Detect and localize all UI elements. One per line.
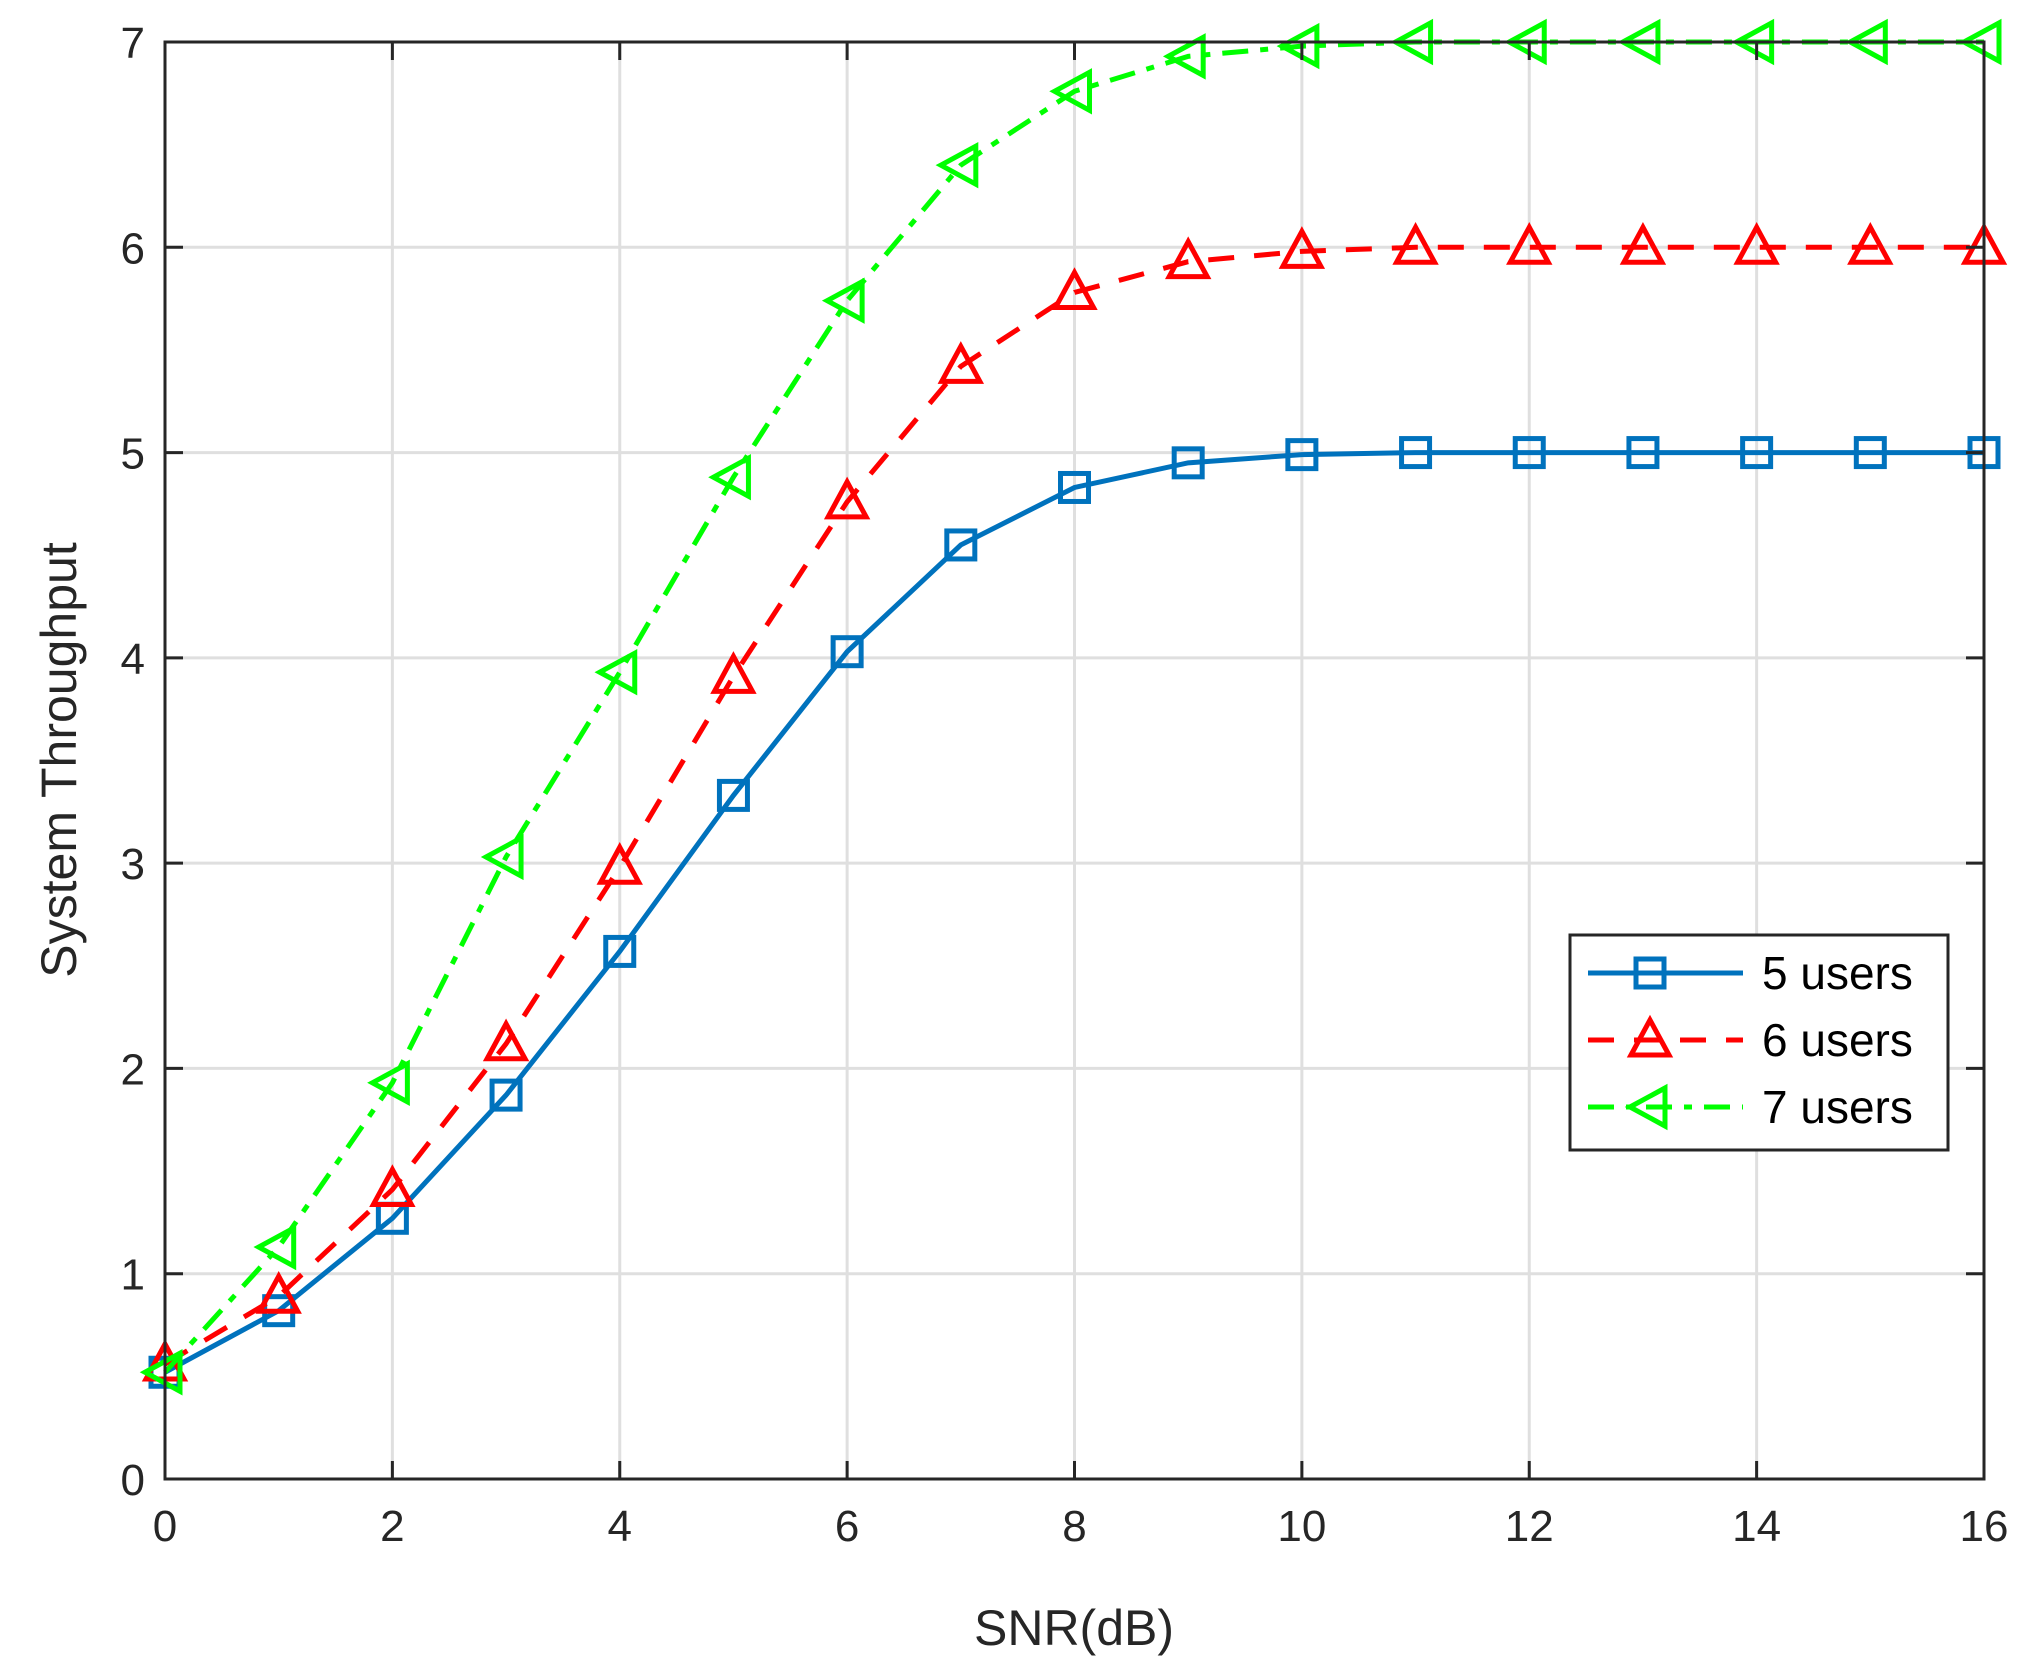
series-line (163, 244, 1984, 1367)
data-point (830, 635, 864, 669)
data-point (1058, 470, 1091, 504)
data-point (1740, 436, 1774, 470)
x-tick-label: 16 (1960, 1502, 2009, 1551)
y-tick-label: 3 (121, 840, 145, 889)
y-tick-label: 1 (121, 1251, 145, 1300)
data-point (253, 1223, 297, 1271)
legend: 5 users 6 users 7 users (1568, 933, 1950, 1152)
data-point (480, 833, 524, 881)
data-point (1285, 438, 1319, 472)
y-tick-label: 2 (121, 1045, 145, 1094)
data-point (1733, 222, 1780, 265)
series-line (163, 39, 1984, 1374)
data-point (1626, 436, 1660, 470)
x-tick-label: 8 (1062, 1502, 1086, 1551)
data-point (708, 454, 751, 501)
grid (163, 40, 1986, 1481)
data-point (1619, 222, 1667, 265)
y-tick-label: 4 (121, 635, 145, 684)
data-point (821, 277, 865, 324)
data-point (255, 1271, 302, 1314)
data-point (944, 528, 978, 562)
x-tick-label: 12 (1505, 1502, 1554, 1551)
legend-marker-triangle-up-icon (1626, 1014, 1674, 1058)
data-point (369, 1164, 416, 1208)
x-tick-label: 14 (1732, 1502, 1781, 1551)
data-point (937, 341, 985, 384)
x-tick-label: 2 (380, 1502, 404, 1551)
x-tick-label: 10 (1277, 1502, 1326, 1551)
y-axis-label: System Throughput (31, 542, 87, 978)
data-point (1171, 446, 1205, 480)
legend-marker-triangle-left-icon (1624, 1083, 1668, 1131)
data-point (1392, 222, 1439, 265)
data-point (1506, 222, 1553, 265)
x-tick-label: 6 (835, 1502, 859, 1551)
y-tick-label: 7 (121, 19, 145, 68)
series-line (163, 450, 1984, 1375)
data-point (367, 1059, 410, 1107)
x-tick-label: 0 (153, 1502, 177, 1551)
data-point (1853, 436, 1887, 470)
data-point (1278, 226, 1326, 269)
legend-label: 5 users (1762, 947, 1913, 999)
data-point (1512, 436, 1546, 470)
data-point (603, 934, 637, 968)
y-tick-label: 6 (121, 224, 145, 273)
data-point (139, 1349, 183, 1396)
data-point (482, 1018, 530, 1062)
data-point (1847, 222, 1894, 265)
data-point (1162, 33, 1206, 80)
series-5-users (148, 436, 2001, 1389)
data-point (935, 141, 979, 189)
data-point (596, 842, 643, 885)
x-axis-label: SNR(dB) (974, 1600, 1174, 1656)
data-point (1399, 436, 1433, 470)
x-tick-label: 4 (608, 1502, 632, 1551)
data-point (1276, 22, 1320, 70)
legend-label: 6 users (1762, 1014, 1913, 1066)
data-point (1164, 236, 1212, 280)
legend-marker-square-icon (1633, 956, 1667, 990)
data-point (823, 476, 871, 520)
data-point (489, 1078, 523, 1112)
data-point (710, 651, 757, 694)
legend-label: 7 users (1762, 1081, 1913, 1133)
y-tick-label: 5 (121, 430, 145, 479)
data-point (716, 778, 750, 812)
y-tick-label: 0 (121, 1456, 145, 1505)
data-point (1049, 68, 1092, 115)
data-point (1051, 267, 1098, 310)
data-point (594, 649, 638, 696)
data-point (1958, 18, 2002, 66)
series-6-users (141, 222, 2008, 1382)
